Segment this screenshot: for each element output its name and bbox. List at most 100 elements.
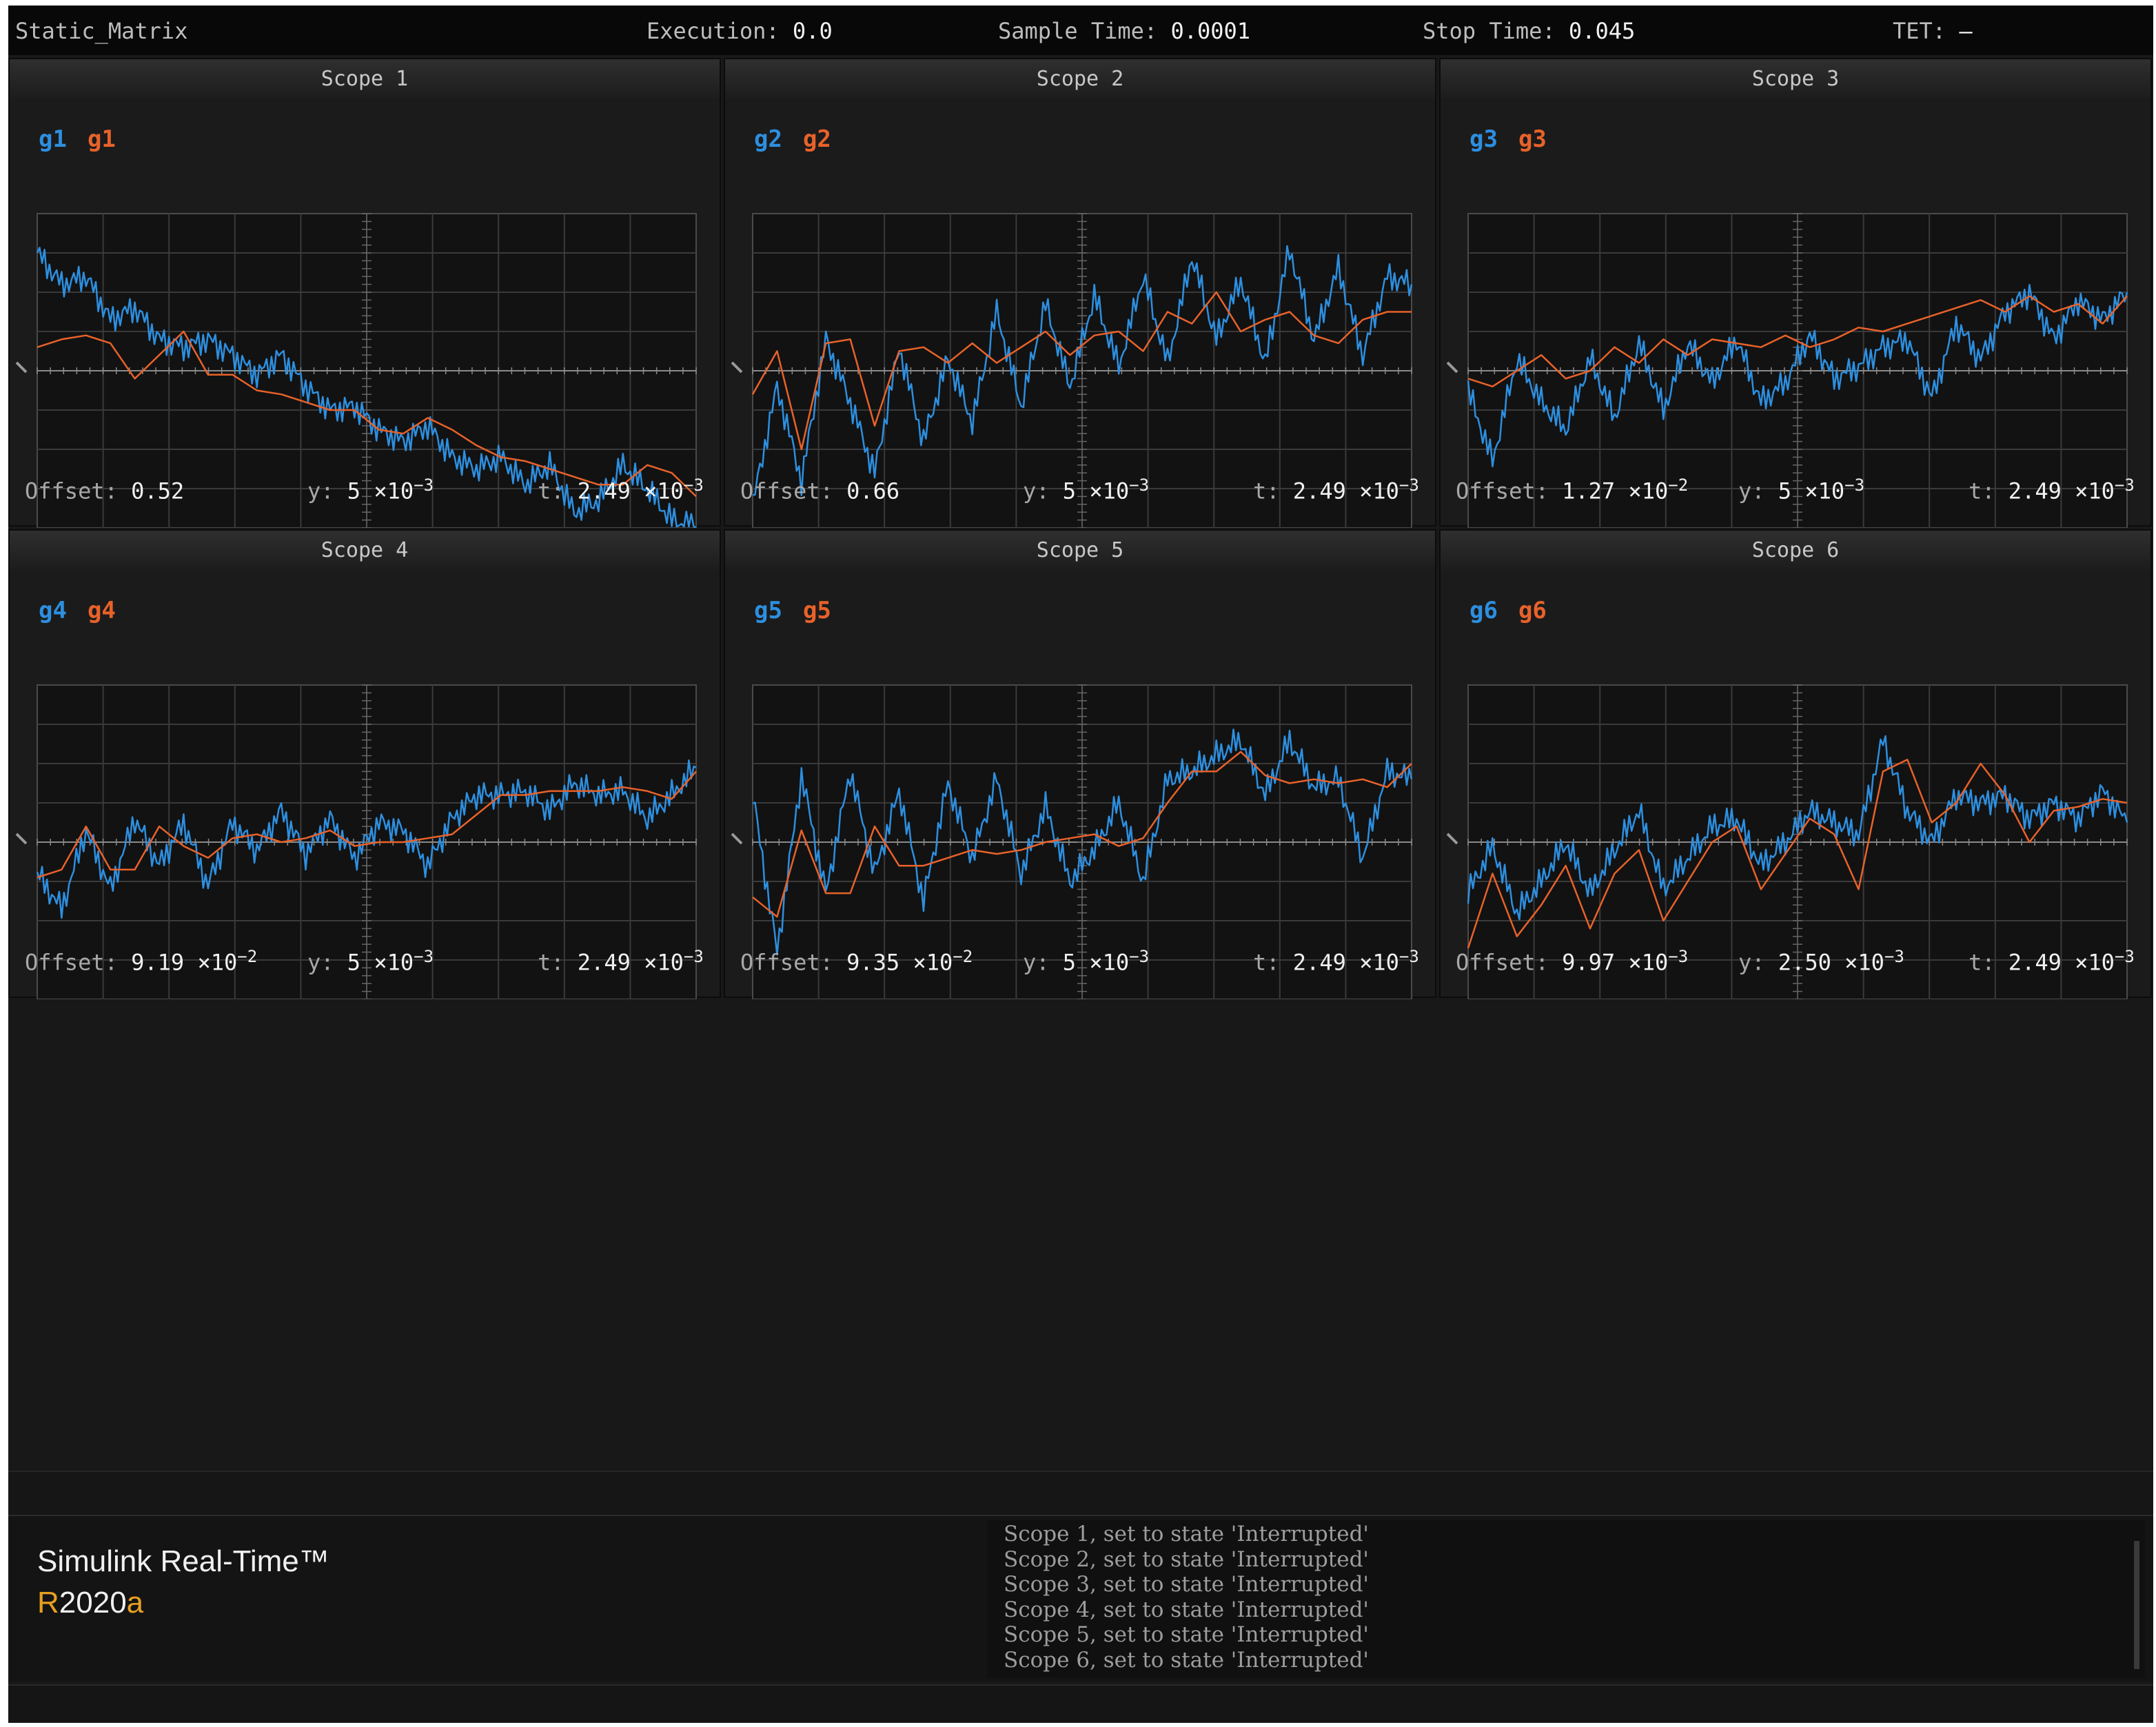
scope-legend: g6 g6: [1469, 597, 1547, 624]
execution-label: Execution:: [647, 18, 780, 44]
scope-panel-2[interactable]: Scope 2 g2 g2 Offset: 0.66 y: 5 ×10−3 t: …: [724, 58, 1436, 528]
trigger-marker: [731, 832, 743, 845]
log-line: Scope 5, set to state 'Interrupted': [1004, 1622, 1369, 1647]
offset-value: 0.66: [846, 478, 900, 504]
t-value: 2.49 ×10: [577, 478, 684, 504]
y-exponent: −3: [1129, 947, 1150, 966]
t-label: t:: [538, 949, 565, 976]
stop-time-readout: Stop Time: 0.045: [1423, 18, 1635, 44]
scope-plot: [15, 684, 697, 999]
release-prefix: R: [37, 1586, 59, 1619]
y-scale-readout: y: 5 ×10−3: [1023, 947, 1149, 976]
scope-panel-3[interactable]: Scope 3 g3 g3 Offset: 1.27 ×10−2 y: 5 ×10…: [1439, 58, 2152, 528]
reference-trace: [37, 770, 697, 879]
product-name: Simulink Real-Time™: [37, 1544, 329, 1578]
t-label: t:: [1969, 478, 1995, 504]
offset-label: Offset:: [25, 478, 118, 504]
t-label: t:: [538, 478, 565, 504]
log-scrollbar[interactable]: [2134, 1541, 2139, 1669]
scope-title: Scope 2: [725, 59, 1435, 99]
t-label: t:: [1253, 478, 1280, 504]
scope-title: Scope 6: [1441, 531, 2150, 571]
t-scale-readout: t: 2.49 ×10−3: [1253, 947, 1419, 976]
y-value: 5 ×10: [1062, 478, 1130, 504]
release-suffix: a: [126, 1586, 144, 1619]
log-line: Scope 3, set to state 'Interrupted': [1004, 1572, 1369, 1597]
t-label: t:: [1253, 949, 1280, 976]
t-scale-readout: t: 2.49 ×10−3: [538, 476, 704, 504]
reference-trace: [1467, 759, 2128, 949]
tet-label: TET:: [1893, 18, 1946, 44]
offset-readout: Offset: 9.19 ×10−2: [25, 947, 257, 976]
sample-time-label: Sample Time:: [998, 18, 1158, 44]
product-logo: Simulink Real-Time™ R2020a: [37, 1541, 329, 1624]
y-exponent: −3: [414, 947, 434, 966]
y-value: 5 ×10: [1778, 478, 1845, 504]
release-year: 2020: [59, 1586, 127, 1619]
trigger-marker: [1446, 832, 1458, 845]
legend-reference: g2: [802, 125, 831, 153]
legend-reference: g5: [802, 597, 831, 624]
t-label: t:: [1969, 949, 1995, 976]
release-label: R2020a: [37, 1582, 329, 1624]
y-scale-readout: y: 2.50 ×10−3: [1738, 947, 1904, 976]
log-line: Scope 2, set to state 'Interrupted': [1004, 1546, 1369, 1572]
y-value: 5 ×10: [347, 949, 414, 976]
y-exponent: −3: [414, 476, 434, 495]
scope-plot: [731, 684, 1413, 999]
reference-trace: [1467, 295, 2128, 388]
legend-signal: g4: [39, 597, 67, 624]
scope-legend: g3 g3: [1469, 125, 1547, 153]
legend-signal: g6: [1469, 597, 1498, 624]
offset-exponent: −2: [1668, 476, 1689, 495]
signal-trace: [36, 759, 697, 919]
offset-exponent: −2: [237, 947, 258, 966]
scope-title: Scope 5: [725, 531, 1435, 571]
t-value: 2.49 ×10: [2008, 949, 2115, 976]
scope-legend: g5 g5: [754, 597, 831, 624]
y-label: y:: [307, 478, 334, 504]
status-toolbar: Static_Matrix Execution: 0.0 Sample Time…: [8, 6, 2153, 55]
y-exponent: −3: [1129, 476, 1150, 495]
trigger-marker: [15, 361, 28, 374]
message-log[interactable]: Scope 1, set to state 'Interrupted' Scop…: [987, 1520, 2145, 1677]
y-label: y:: [307, 949, 334, 976]
signal-trace: [36, 247, 697, 528]
t-exponent: −3: [683, 947, 704, 966]
t-value: 2.49 ×10: [1292, 478, 1399, 504]
legend-signal: g3: [1469, 125, 1498, 153]
signal-trace: [752, 728, 1413, 956]
spacer-band: [8, 1471, 2153, 1516]
t-scale-readout: t: 2.49 ×10−3: [1969, 476, 2135, 504]
t-scale-readout: t: 2.49 ×10−3: [1969, 947, 2135, 976]
offset-label: Offset:: [740, 949, 833, 976]
legend-reference: g6: [1518, 597, 1547, 624]
legend-signal: g1: [39, 125, 67, 153]
scope-panel-5[interactable]: Scope 5 g5 g5 Offset: 9.35 ×10−2 y: 5 ×10…: [724, 529, 1436, 999]
reference-trace: [751, 291, 1412, 451]
legend-reference: g3: [1518, 125, 1547, 153]
offset-value: 9.19 ×10: [131, 949, 238, 976]
trigger-marker: [731, 361, 743, 374]
execution-value: 0.0: [792, 18, 833, 44]
scope-panel-4[interactable]: Scope 4 g4 g4 Offset: 9.19 ×10−2 y: 5 ×10…: [8, 529, 721, 999]
scope-panel-1[interactable]: Scope 1 g1 g1 Offset: 0.52 y: 5 ×10−3 t: …: [8, 58, 721, 528]
tet-readout: TET: –: [1893, 18, 1973, 44]
scope-plot: [15, 213, 697, 528]
legend-signal: g2: [754, 125, 782, 153]
legend-reference: g4: [87, 597, 116, 624]
offset-readout: Offset: 1.27 ×10−2: [1456, 476, 1688, 504]
y-label: y:: [1738, 478, 1765, 504]
scope-grid: Scope 1 g1 g1 Offset: 0.52 y: 5 ×10−3 t: …: [8, 58, 2153, 999]
signal-trace: [752, 245, 1413, 496]
tet-value: –: [1959, 18, 1973, 44]
scope-title: Scope 4: [10, 531, 720, 571]
t-exponent: −3: [1399, 476, 1419, 495]
scope-panel-6[interactable]: Scope 6 g6 g6 Offset: 9.97 ×10−3 y: 2.50 …: [1439, 529, 2152, 999]
t-exponent: −3: [683, 476, 704, 495]
offset-exponent: −2: [953, 947, 973, 966]
y-scale-readout: y: 5 ×10−3: [307, 476, 434, 504]
offset-value: 1.27 ×10: [1562, 478, 1669, 504]
offset-readout: Offset: 0.52: [25, 476, 184, 504]
sample-time-readout: Sample Time: 0.0001: [998, 18, 1250, 44]
